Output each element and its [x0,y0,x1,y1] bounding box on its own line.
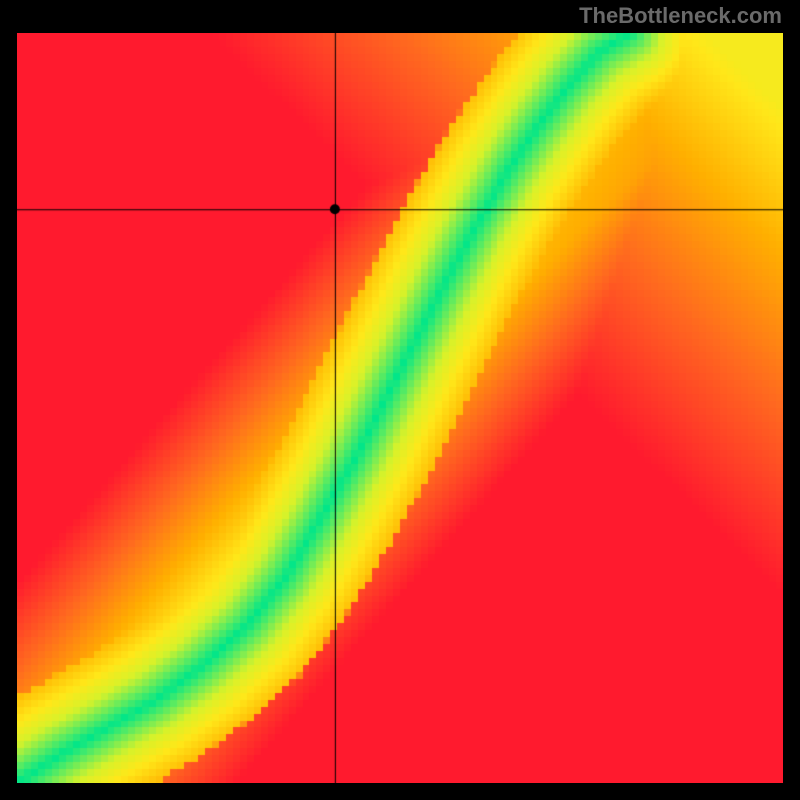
bottleneck-heatmap [17,33,783,783]
figure-container: TheBottleneck.com [0,0,800,800]
watermark-text: TheBottleneck.com [579,3,782,29]
